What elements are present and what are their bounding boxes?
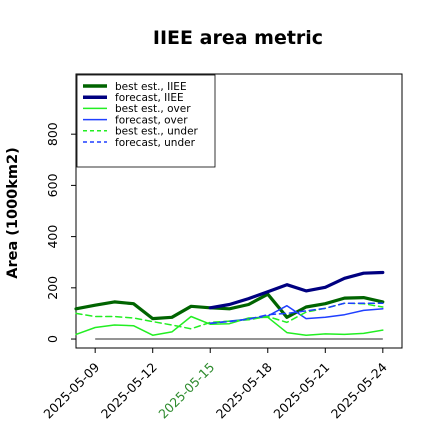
series-line-0 — [74, 292, 385, 321]
y-tick-label: 0 — [45, 335, 60, 343]
x-tick-label: 2025-05-12 — [98, 360, 160, 422]
x-axis: 2025-05-092025-05-122025-05-152025-05-18… — [40, 348, 390, 421]
series-line-5 — [209, 302, 384, 324]
y-tick-label: 200 — [45, 276, 60, 300]
x-tick-label: 2025-05-18 — [213, 359, 275, 421]
series-line-1 — [208, 270, 385, 310]
legend-label: best est., IIEE — [115, 81, 187, 93]
x-tick-label: 2025-05-21 — [270, 360, 332, 422]
series-line-2 — [75, 315, 384, 336]
legend-box — [76, 74, 216, 168]
y-axis-label: Area (1000km2) — [5, 147, 21, 279]
legend-label: forecast, under — [115, 137, 196, 149]
x-tick-label: 2025-05-09 — [40, 359, 102, 421]
series-layer — [74, 270, 385, 336]
legend-label: forecast, IIEE — [115, 92, 184, 104]
legend-label: best est., over — [115, 103, 191, 115]
x-tick-label-highlighted: 2025-05-15 — [155, 360, 217, 422]
x-tick-label: 2025-05-24 — [328, 359, 390, 421]
y-tick-label: 400 — [45, 225, 60, 249]
chart-title: IIEE area metric — [153, 27, 323, 49]
y-tick-label: 600 — [45, 173, 60, 197]
y-tick-label: 800 — [45, 122, 60, 146]
legend-label: forecast, over — [115, 114, 188, 126]
y-axis: 0 200 400 600 800 — [45, 122, 76, 343]
plot-frame — [75, 73, 403, 349]
legend-label: best est., under — [115, 126, 199, 138]
